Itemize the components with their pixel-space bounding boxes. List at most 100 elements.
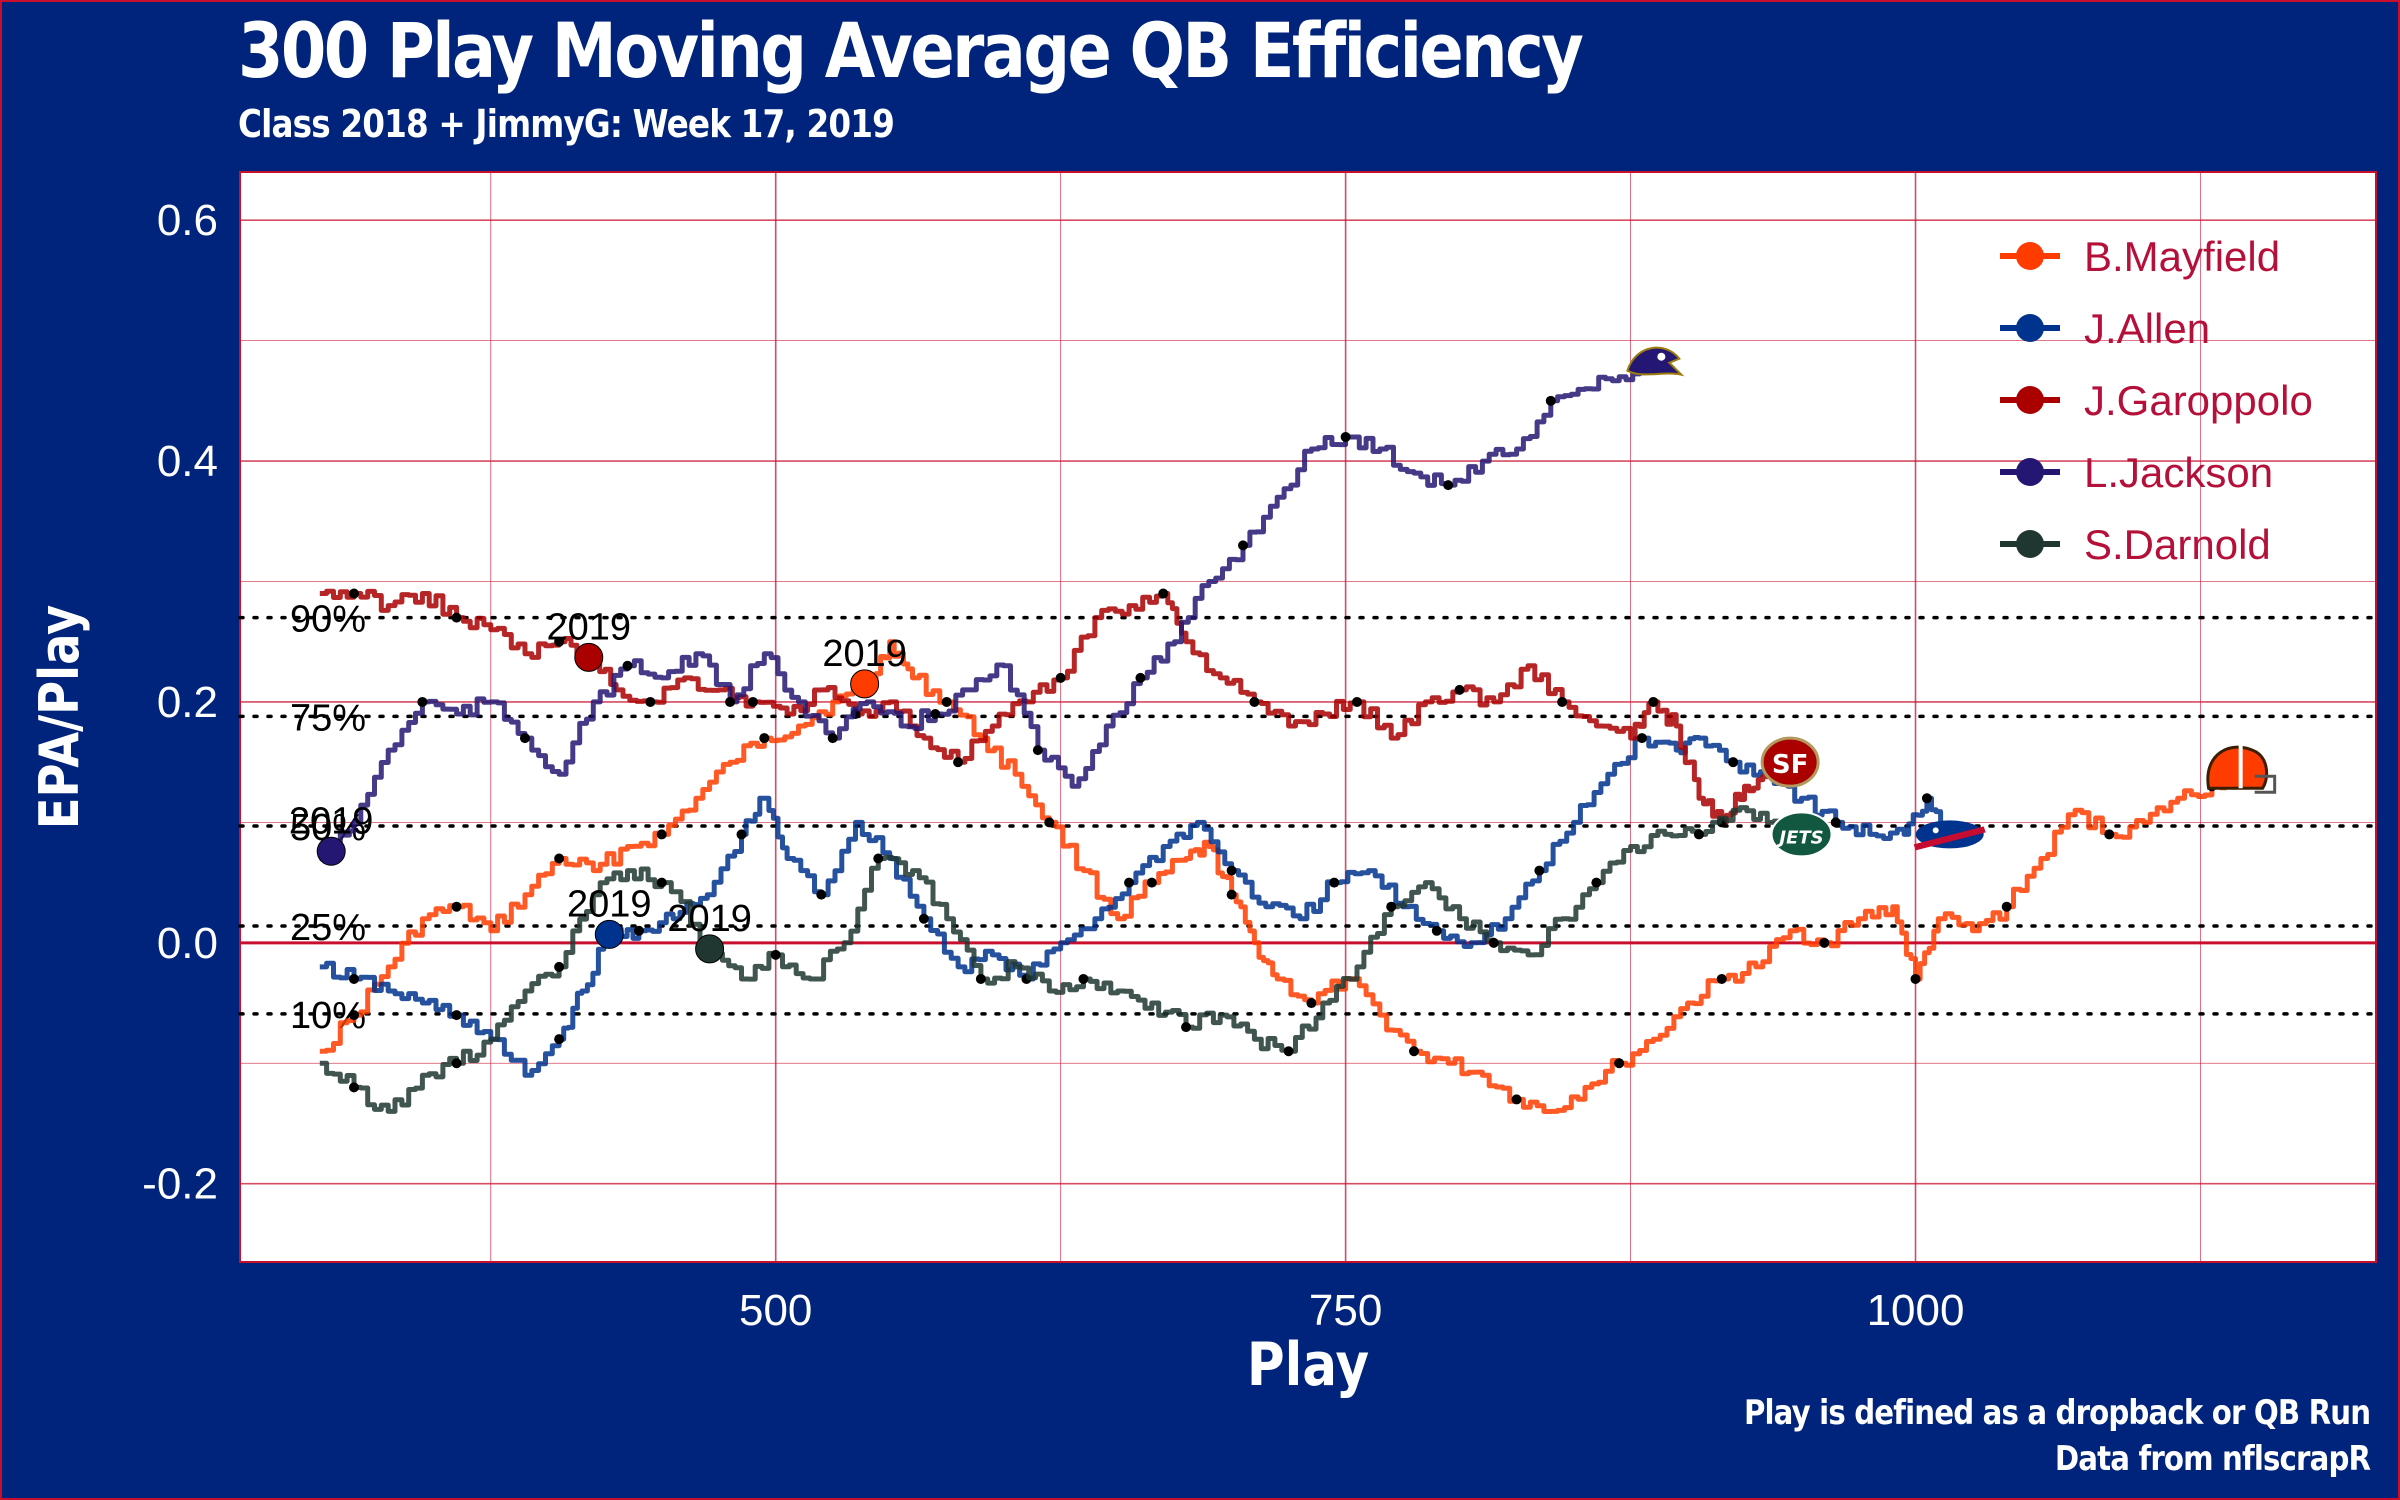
caption-line-1: Play is defined as a dropback or QB Run xyxy=(1743,1393,2371,1433)
x-tick-label: 1000 xyxy=(1867,1286,1965,1335)
data-point xyxy=(451,1010,462,1021)
legend-entry: J.Allen xyxy=(2084,305,2210,352)
data-point xyxy=(2001,901,2012,912)
data-point xyxy=(656,829,667,840)
data-point xyxy=(348,588,359,599)
axes: 500 750 1000 -0.2 0.0 0.2 0.4 0.6 Play EPA/Play xyxy=(28,196,1965,1400)
data-point xyxy=(1044,817,1055,828)
x-tick-label: 750 xyxy=(1309,1286,1382,1335)
data-point xyxy=(1283,1046,1294,1057)
data-point xyxy=(747,696,758,707)
x-tick-label: 500 xyxy=(739,1286,812,1335)
data-point xyxy=(1921,793,1932,804)
data-point xyxy=(519,733,530,744)
bills-eye xyxy=(1932,827,1939,834)
season-start-marker xyxy=(850,669,880,699)
data-point xyxy=(1648,696,1659,707)
data-point xyxy=(1352,696,1363,707)
season-start-marker xyxy=(695,934,725,964)
season-markers: 2019 2019 2019 2019 2019 xyxy=(289,606,907,964)
y-tick-label: 0.0 xyxy=(157,919,218,968)
data-point xyxy=(770,949,781,960)
data-point xyxy=(1329,877,1340,888)
data-point xyxy=(633,925,644,936)
helmet-shell xyxy=(2206,745,2269,790)
legend-swatch-dot xyxy=(2016,242,2044,270)
jets-oval xyxy=(1770,811,1833,858)
data-point xyxy=(348,1010,359,1021)
legend-entry: L.Jackson xyxy=(2084,449,2273,496)
data-point xyxy=(554,636,565,647)
49ers-logo-icon: SF xyxy=(1760,736,1820,788)
chart-title: 300 Play Moving Average QB Efficiency xyxy=(238,6,1584,95)
data-point xyxy=(1146,877,1157,888)
legend-swatch-dot xyxy=(2016,458,2044,486)
series-line-s-darnold xyxy=(319,805,1804,1114)
ravens-head xyxy=(1626,346,1685,377)
y-tick-label: -0.2 xyxy=(142,1160,218,1209)
chart-caption: Play is defined as a dropback or QB Run … xyxy=(1743,1390,2371,1482)
data-point xyxy=(1181,1022,1192,1033)
ravens-logo-icon xyxy=(1626,346,1685,377)
data-point xyxy=(451,1058,462,1069)
season-start-marker xyxy=(574,642,604,672)
data-point xyxy=(1488,937,1499,948)
season-start-label: 2019 xyxy=(822,633,907,675)
jets-logo-icon: JETS xyxy=(1770,811,1833,858)
data-point xyxy=(1386,901,1397,912)
bills-logo-icon xyxy=(1913,820,1986,851)
legend-swatch-dot xyxy=(2016,530,2044,558)
reference-line-label: 75% xyxy=(290,697,366,739)
data-point xyxy=(554,1034,565,1045)
data-point xyxy=(975,973,986,984)
data-point xyxy=(930,708,941,719)
data-point xyxy=(554,853,565,864)
x-axis-title: Play xyxy=(1247,1330,1369,1400)
series-lines xyxy=(319,359,2238,1114)
y-axis-title: EPA/Play xyxy=(28,605,91,830)
data-point xyxy=(1249,696,1260,707)
data-point xyxy=(1454,684,1465,695)
y-tick-label: 0.4 xyxy=(157,437,218,486)
data-point xyxy=(873,853,884,864)
data-point xyxy=(1032,745,1043,756)
data-point xyxy=(1511,1094,1522,1105)
ravens-eye xyxy=(1657,352,1666,361)
data-point xyxy=(918,913,929,924)
niners-monogram: SF xyxy=(1772,750,1809,780)
series-line-l-jackson xyxy=(319,360,1656,862)
browns-helmet-icon xyxy=(2206,744,2277,794)
data-point xyxy=(1409,1046,1420,1057)
y-tick-label: 0.2 xyxy=(157,678,218,727)
caption-line-2: Data from nflscrapR xyxy=(2054,1439,2371,1479)
data-point xyxy=(1226,865,1237,876)
bills-stripe xyxy=(1913,826,1986,851)
data-point xyxy=(656,877,667,888)
data-point xyxy=(1534,865,1545,876)
data-point xyxy=(1830,817,1841,828)
season-start-marker xyxy=(316,836,346,866)
data-point xyxy=(1306,998,1317,1009)
team-logos: SF JETS xyxy=(1626,346,2277,858)
data-point xyxy=(1124,877,1135,888)
data-point xyxy=(1078,973,1089,984)
data-point xyxy=(816,889,827,900)
data-point xyxy=(1591,877,1602,888)
legend-entry: S.Darnold xyxy=(2084,521,2271,568)
data-point xyxy=(1557,696,1568,707)
legend-entry: B.Mayfield xyxy=(2084,233,2280,280)
data-point xyxy=(1614,1058,1625,1069)
legend-swatch-dot xyxy=(2016,386,2044,414)
data-point xyxy=(1819,937,1830,948)
chart-subtitle: Class 2018 + JimmyG: Week 17, 2019 xyxy=(238,102,895,146)
data-point xyxy=(1055,672,1066,683)
data-point xyxy=(1693,829,1704,840)
legend: B.Mayfield J.Allen J.Garoppolo L.Jackson S.D… xyxy=(2000,233,2313,568)
season-start-label: 2019 xyxy=(667,898,752,940)
data-point xyxy=(1728,757,1739,768)
data-point xyxy=(1158,588,1169,599)
data-point xyxy=(1340,431,1351,442)
data-point xyxy=(736,829,747,840)
data-point xyxy=(1226,889,1237,900)
